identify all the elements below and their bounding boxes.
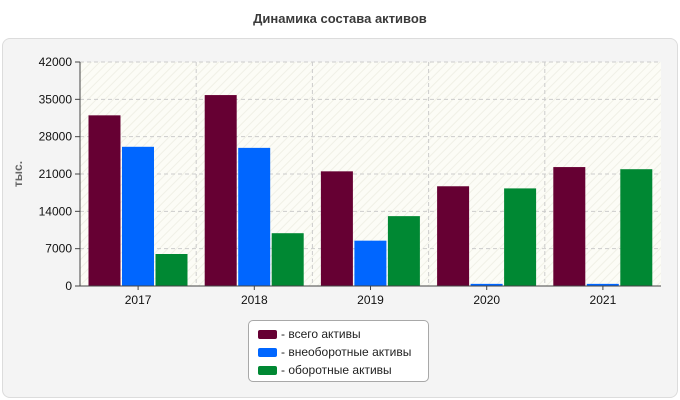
y-tick-label: 0 <box>65 279 72 293</box>
legend: - всего активы - внеоборотные активы - о… <box>248 320 429 382</box>
bars <box>88 95 653 286</box>
bar-series-2-2017 <box>155 254 188 286</box>
bar-series-0-2020 <box>437 186 470 286</box>
x-tick-label: 2021 <box>590 293 617 307</box>
x-tick-label: 2020 <box>473 293 500 307</box>
y-tick-label: 28000 <box>39 130 73 144</box>
legend-label-total: - всего активы <box>281 327 361 341</box>
bar-series-1-2018 <box>238 147 271 286</box>
bar-series-0-2017 <box>88 115 121 286</box>
bar-series-1-2020 <box>470 283 503 286</box>
bar-series-0-2021 <box>553 167 586 286</box>
legend-swatch-total <box>258 329 277 339</box>
bar-series-1-2019 <box>354 240 387 286</box>
x-tick-label: 2018 <box>241 293 268 307</box>
bar-series-2-2018 <box>271 233 304 286</box>
legend-label-current: - оборотные активы <box>281 363 392 377</box>
bar-series-2-2021 <box>620 169 653 286</box>
x-tick-label: 2019 <box>357 293 384 307</box>
y-tick-label: 21000 <box>39 167 73 181</box>
bar-series-0-2019 <box>320 171 353 286</box>
bar-series-0-2018 <box>204 95 237 286</box>
x-tick-label: 2017 <box>125 293 152 307</box>
bar-series-2-2020 <box>504 188 537 286</box>
x-tick-labels: 2017 2018 2019 2020 2021 <box>125 286 617 307</box>
legend-entry-noncurrent: - внеоборотные активы <box>258 343 428 361</box>
legend-entry-total: - всего активы <box>258 325 428 343</box>
bar-series-1-2021 <box>586 283 619 286</box>
bar-series-1-2017 <box>122 146 154 286</box>
y-tick-label: 35000 <box>39 92 73 106</box>
y-tick-label: 42000 <box>39 55 73 69</box>
legend-swatch-noncurrent <box>258 347 277 357</box>
y-tick-labels: 0 7000 14000 21000 28000 35000 42000 <box>39 55 73 293</box>
y-tick-label: 14000 <box>39 204 73 218</box>
legend-swatch-current <box>258 365 277 375</box>
bar-series-2-2019 <box>387 216 420 286</box>
chart-title: Динамика состава активов <box>253 11 427 26</box>
legend-entry-current: - оборотные активы <box>258 361 428 379</box>
y-axis-label: тыс. <box>11 161 25 187</box>
legend-label-noncurrent: - внеоборотные активы <box>281 345 412 359</box>
y-tick-label: 7000 <box>45 242 72 256</box>
